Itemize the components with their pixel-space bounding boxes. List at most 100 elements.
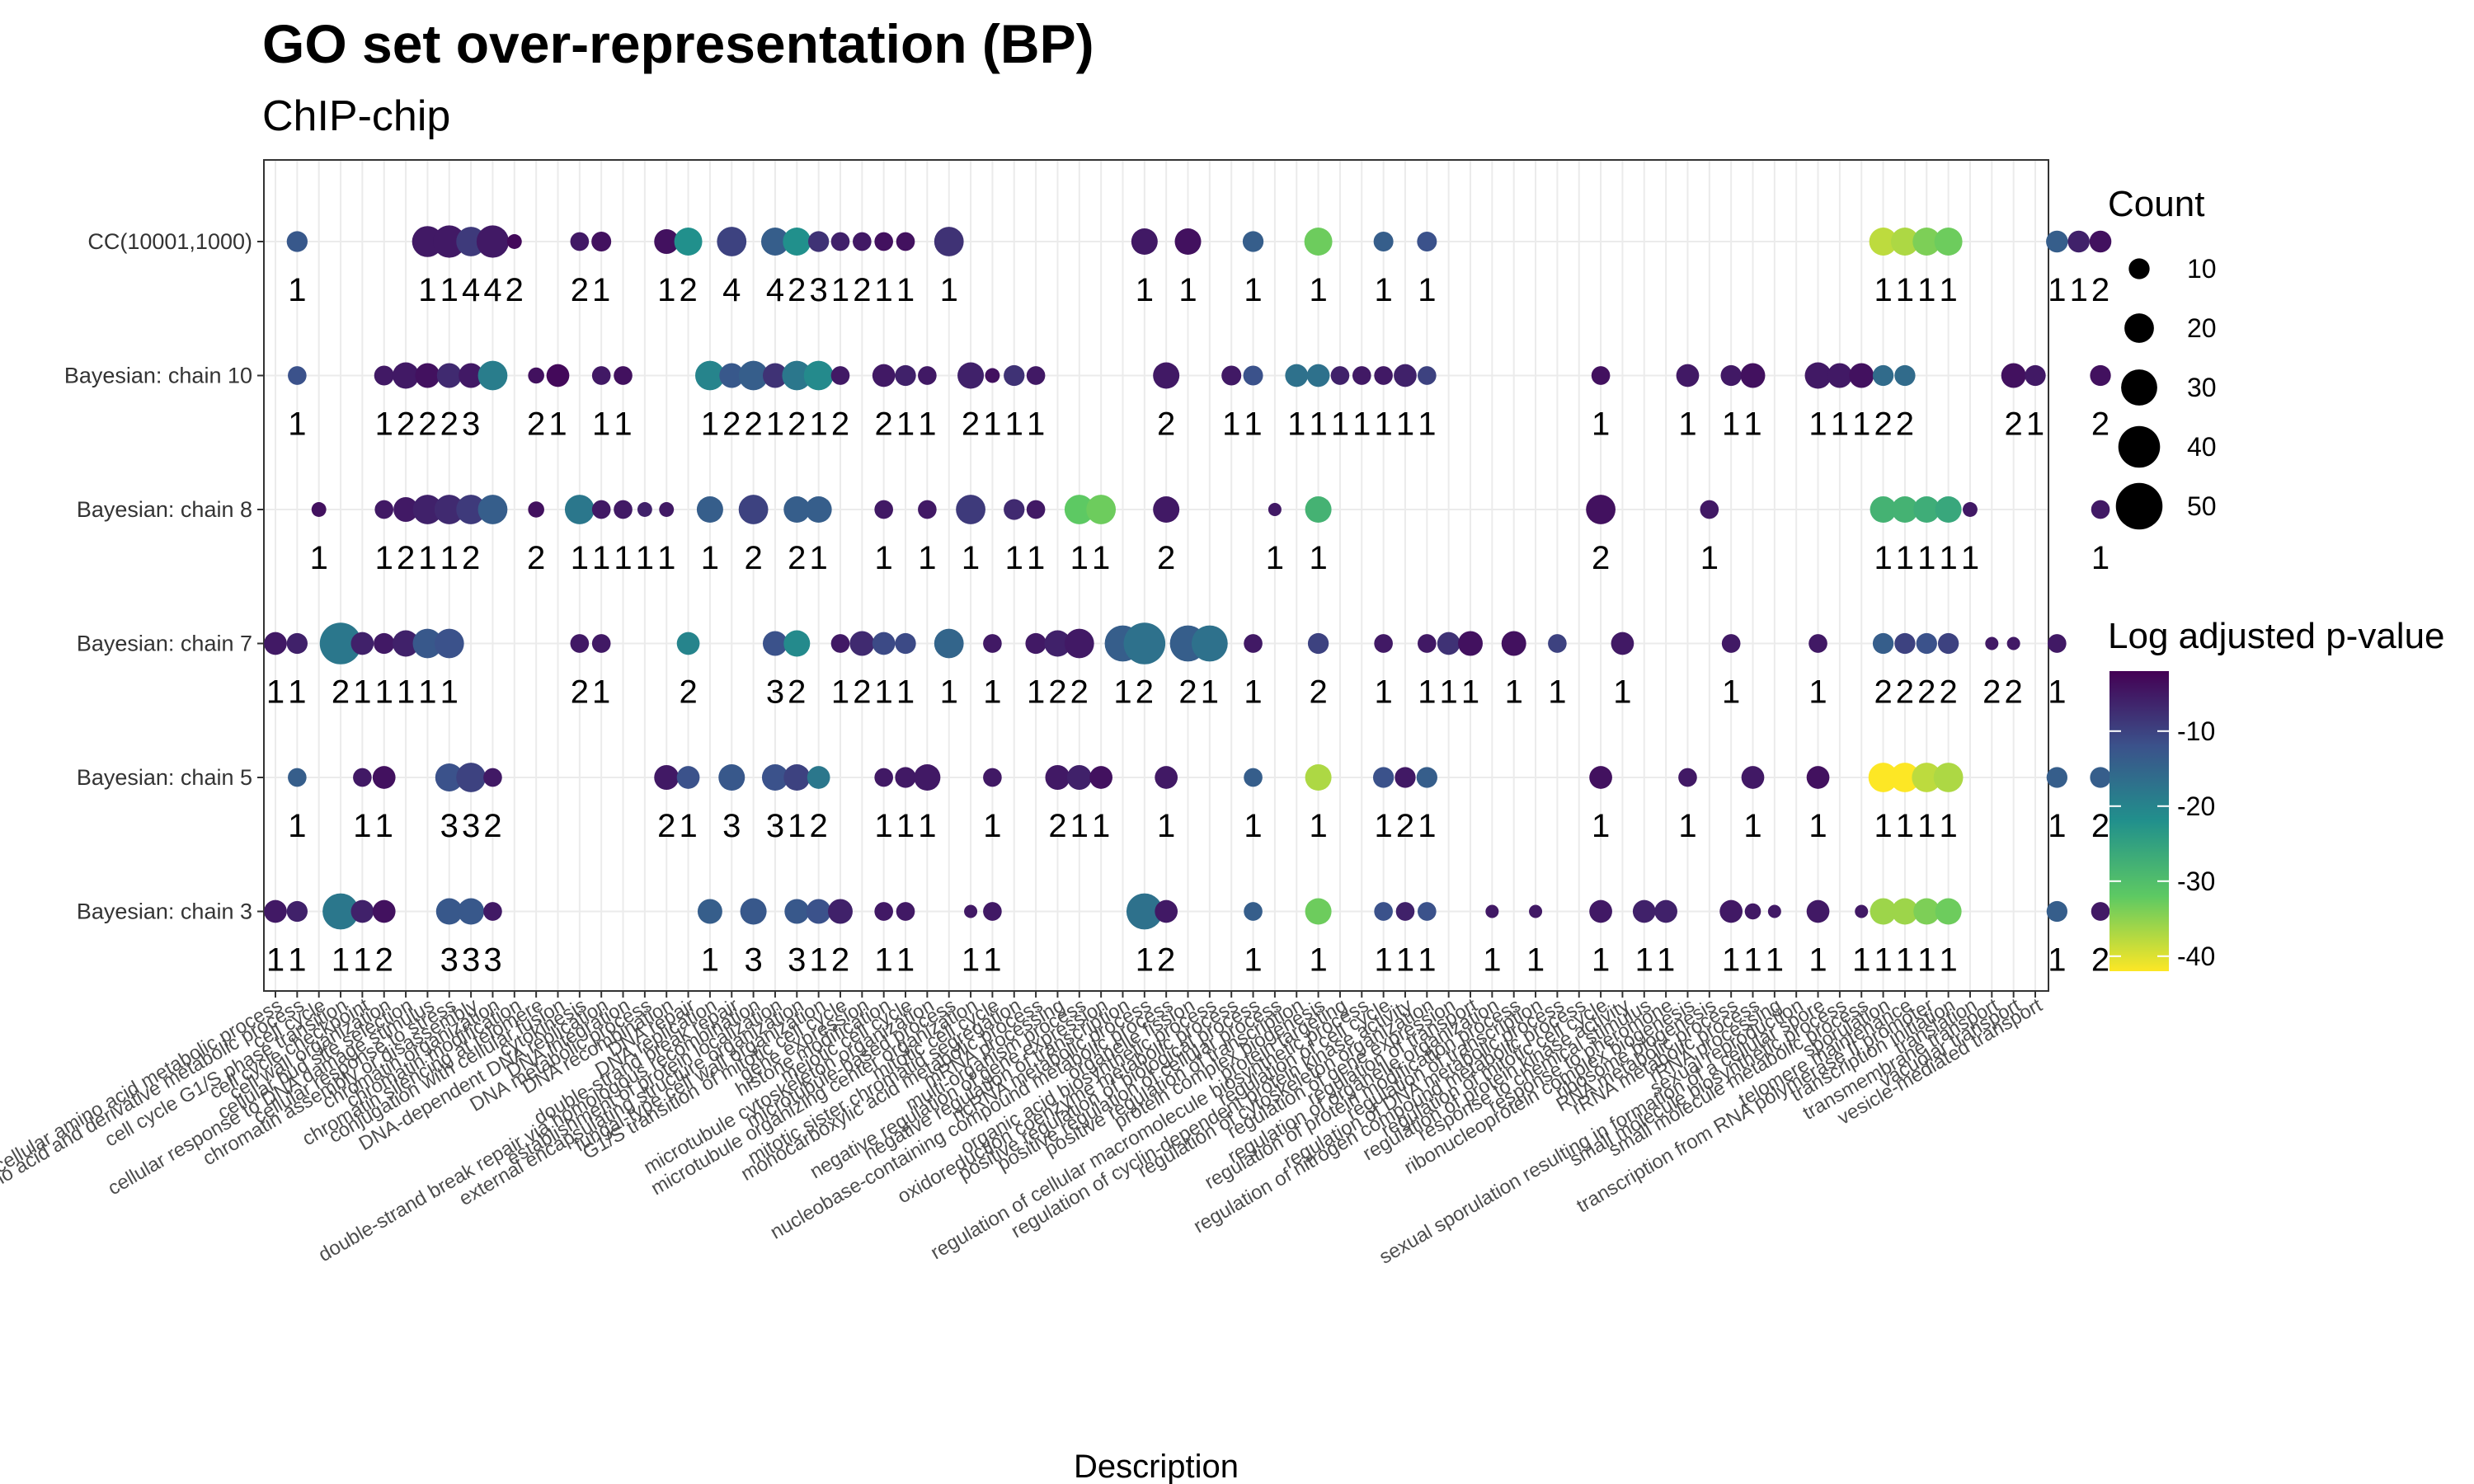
dot-mark (934, 628, 964, 659)
count-label: 1 (2026, 406, 2044, 443)
dot-mark (1026, 500, 1046, 519)
count-label: 2 (462, 540, 480, 576)
dot-mark (1806, 899, 1830, 923)
count-label: 2 (571, 674, 589, 711)
count-label: 1 (548, 406, 567, 443)
count-label: 1 (1418, 272, 1436, 308)
size-legend-key (2115, 482, 2163, 530)
count-label: 1 (983, 406, 1001, 443)
dot-mark (807, 231, 830, 252)
count-label: 2 (1917, 674, 1935, 711)
count-label: 1 (940, 272, 958, 308)
dot-mark (1086, 495, 1117, 524)
count-label: 2 (744, 540, 762, 576)
count-label: 1 (1722, 406, 1740, 443)
dot-mark (1305, 496, 1332, 523)
count-label: 1 (1939, 540, 1957, 576)
dot-mark (853, 232, 872, 251)
count-label: 2 (1157, 540, 1175, 576)
count-label: 1 (1136, 942, 1154, 979)
color-legend-bar (2109, 671, 2169, 971)
dot-mark (477, 495, 508, 524)
count-label: 1 (1896, 942, 1914, 979)
dot-mark (983, 634, 1002, 653)
dot-mark (1937, 632, 1959, 655)
count-label: 1 (636, 540, 654, 576)
dot-mark (1330, 366, 1350, 385)
count-label: 1 (1070, 808, 1089, 844)
count-label: 2 (1070, 674, 1089, 711)
dot-mark (782, 360, 812, 391)
size-legend-label: 40 (2187, 432, 2217, 462)
count-label: 1 (983, 674, 1001, 711)
dot-mark (1611, 632, 1634, 655)
dot-mark (1827, 363, 1852, 388)
size-legend: Count 10 20 30 40 50 (2108, 184, 2217, 530)
dot-mark (1890, 763, 1920, 792)
dot-mark (459, 363, 484, 388)
dot-mark (1933, 763, 1964, 792)
count-label: 2 (1874, 406, 1892, 443)
dot-mark (483, 902, 502, 921)
dot-mark (1913, 898, 1940, 925)
count-label: 1 (918, 406, 936, 443)
count-label: 1 (1939, 272, 1957, 308)
dot-mark (614, 366, 633, 385)
count-label: 1 (896, 808, 915, 844)
dot-mark (1374, 634, 1393, 653)
dot-mark (1654, 899, 1677, 923)
dot-mark (874, 500, 893, 519)
count-label: 1 (266, 674, 285, 711)
count-label: 3 (483, 942, 501, 979)
dot-mark (1676, 364, 1700, 387)
plot-panel (263, 159, 2049, 992)
dot-mark (456, 763, 486, 792)
count-label: 1 (288, 942, 306, 979)
dot-mark (2046, 900, 2067, 923)
dot-mark (1306, 364, 1330, 387)
dot-mark (1808, 634, 1827, 653)
count-label: 2 (788, 406, 806, 443)
dot-mark (896, 232, 915, 251)
count-label: 1 (1852, 942, 1870, 979)
count-label: 1 (1592, 808, 1610, 844)
count-label: 1 (1418, 406, 1436, 443)
count-label: 2 (375, 942, 393, 979)
color-legend-title: Log adjusted p-value (2108, 616, 2445, 656)
dot-mark (783, 764, 811, 791)
count-label: 1 (1874, 272, 1892, 308)
count-label: 1 (1831, 406, 1849, 443)
count-label: 1 (418, 272, 436, 308)
count-label: 1 (288, 808, 306, 844)
count-label: 1 (1222, 406, 1240, 443)
dot-mark (1416, 767, 1437, 788)
count-label: 2 (2005, 406, 2023, 443)
dot-mark (1305, 764, 1332, 791)
count-label: 1 (657, 272, 675, 308)
dot-mark (477, 360, 508, 391)
count-label: 1 (1396, 406, 1414, 443)
dot-mark (1935, 496, 1962, 523)
count-label: 1 (1287, 406, 1305, 443)
dot-mark (1221, 365, 1242, 386)
count-label: 1 (1244, 808, 1262, 844)
dot-mark (1025, 632, 1047, 655)
count-label: 1 (1070, 540, 1089, 576)
dot-mark (1394, 364, 1417, 387)
dot-mark (1913, 496, 1940, 523)
count-label: 2 (1157, 406, 1175, 443)
count-label: 1 (1592, 406, 1610, 443)
count-label: 1 (918, 808, 936, 844)
dot-mark (1458, 631, 1483, 656)
count-label: 2 (1592, 540, 1610, 576)
count-label: 1 (1244, 942, 1262, 979)
count-label: 3 (440, 942, 459, 979)
count-label: 3 (788, 942, 806, 979)
count-label: 4 (722, 272, 741, 308)
count-label: 2 (679, 272, 697, 308)
count-label: 1 (1917, 272, 1935, 308)
count-label: 1 (418, 540, 436, 576)
dot-mark (434, 628, 464, 659)
dot-mark (1268, 503, 1282, 516)
dot-mark (1437, 632, 1460, 655)
